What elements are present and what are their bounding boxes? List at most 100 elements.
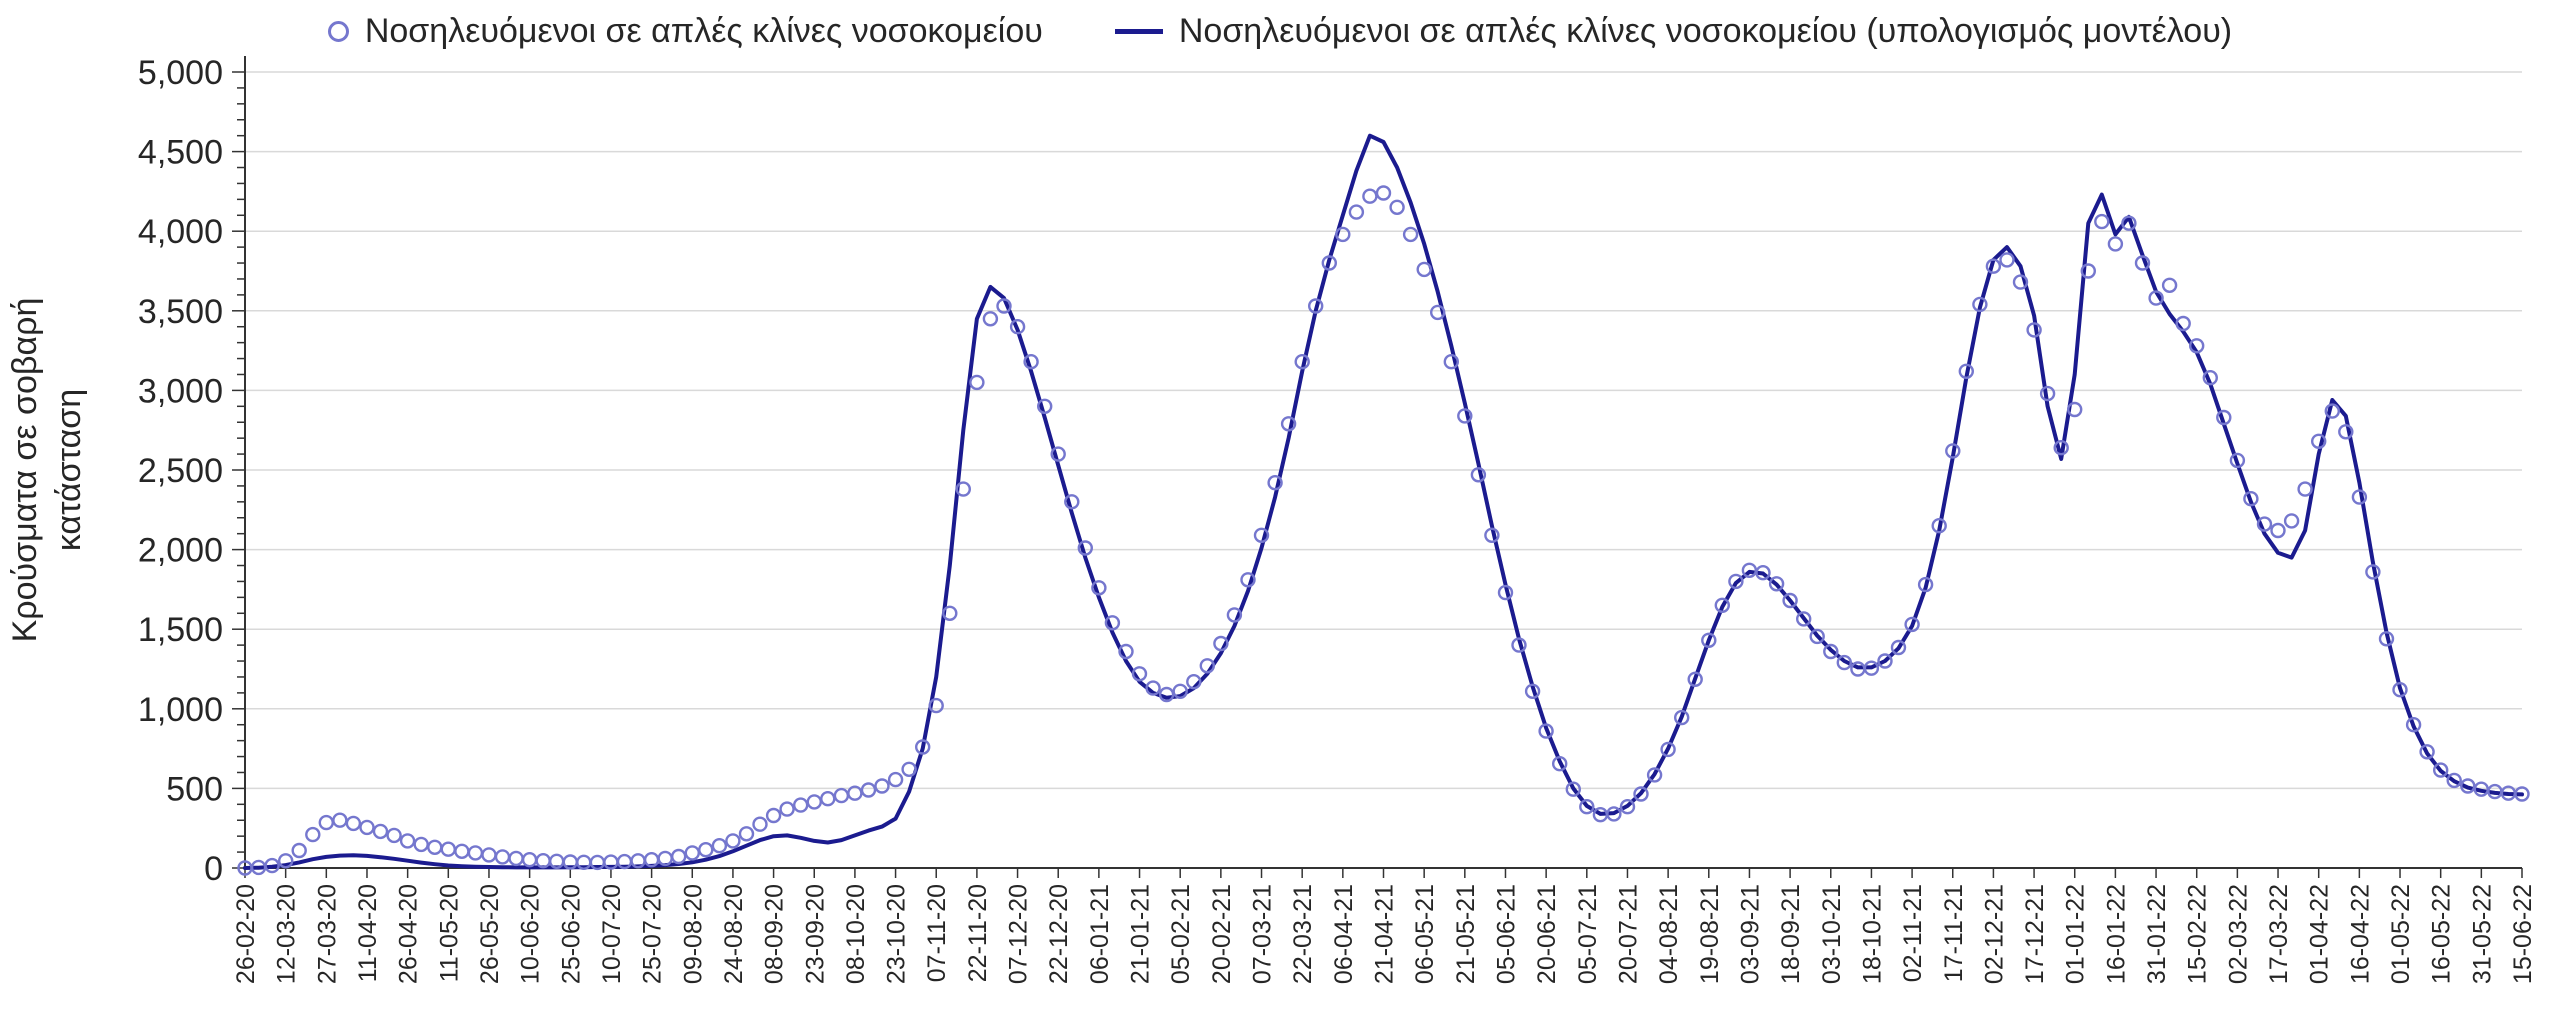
x-tick-label: 08-10-20 — [842, 884, 870, 984]
scatter-point — [1972, 296, 1988, 313]
scatter-point — [1402, 226, 1419, 243]
scatter-point — [1809, 628, 1825, 645]
scatter-point — [1375, 185, 1392, 201]
scatter-point — [291, 842, 307, 859]
scatter-point — [264, 857, 280, 874]
scatter-point — [2229, 452, 2246, 469]
scatter-point — [1714, 597, 1731, 613]
scatter-point — [1728, 573, 1744, 590]
scatter-point — [1348, 204, 1365, 220]
scatter-point — [1172, 683, 1188, 699]
scatter-point — [521, 852, 538, 868]
scatter-point — [847, 785, 863, 801]
scatter-point — [1321, 255, 1338, 271]
scatter-point — [305, 826, 321, 843]
scatter-point — [1186, 674, 1202, 690]
x-tick-label: 25-06-20 — [557, 884, 585, 984]
scatter-point — [1687, 671, 1703, 687]
scatter-point — [752, 816, 768, 832]
x-tick-label: 26-05-20 — [476, 884, 504, 984]
scatter-point — [2012, 274, 2029, 290]
scatter-point — [2202, 370, 2219, 386]
y-tick-label: 5,000 — [138, 54, 223, 92]
x-tick-label: 31-01-22 — [2143, 884, 2171, 984]
scatter-point — [1307, 298, 1324, 314]
x-tick-label: 17-03-22 — [2265, 884, 2293, 984]
scatter-point — [1118, 643, 1134, 660]
y-tick-label: 1,000 — [138, 691, 223, 729]
scatter-point — [1985, 258, 2002, 274]
x-tick-label: 06-05-21 — [1411, 884, 1439, 984]
x-tick-label: 27-03-20 — [313, 884, 341, 984]
y-tick-label: 1,500 — [138, 611, 223, 649]
x-tick-label: 25-07-20 — [639, 884, 667, 984]
scatter-point — [1199, 658, 1216, 674]
scatter-point — [1795, 611, 1812, 627]
scatter-point — [2446, 772, 2462, 789]
scatter-point — [1267, 475, 1283, 491]
y-axis-title: κατάσταση — [50, 389, 88, 551]
scatter-point — [2107, 236, 2124, 252]
scatter-point — [2270, 522, 2286, 539]
scatter-point — [806, 794, 822, 810]
scatter-point — [779, 801, 795, 817]
x-tick-label: 21-01-21 — [1127, 884, 1155, 984]
x-tick-label: 01-01-22 — [2062, 884, 2090, 984]
x-tick-label: 26-04-20 — [395, 884, 423, 984]
scatter-point — [1023, 354, 1039, 370]
scatter-point — [1429, 304, 1446, 321]
scatter-point — [2365, 564, 2381, 580]
scatter-point — [2310, 433, 2327, 449]
model-line — [243, 133, 2524, 870]
x-tick-label: 03-09-21 — [1736, 884, 1764, 984]
x-tick-label: 15-02-22 — [2184, 884, 2212, 984]
scatter-point — [860, 782, 877, 798]
scatter-point — [2419, 744, 2435, 760]
x-tick-label: 20-06-21 — [1533, 884, 1561, 984]
scatter-point — [1673, 709, 1690, 726]
scatter-point — [1579, 799, 1595, 815]
scatter-point — [1050, 446, 1066, 462]
scatter-point — [711, 838, 728, 854]
scatter-point — [1660, 741, 1676, 758]
scatter-point — [1782, 592, 1798, 609]
scatter-point — [2351, 489, 2368, 505]
x-tick-label: 11-04-20 — [354, 884, 382, 982]
scatter-point — [1158, 686, 1175, 703]
scatter-point — [955, 481, 971, 497]
scatter-point — [2243, 491, 2259, 507]
legend-item-model: Νοσηλευόμενοι σε απλές κλίνες νοσοκομείο… — [1114, 12, 2232, 51]
x-tick-label: 17-11-21 — [1940, 884, 1968, 982]
scatter-point — [982, 311, 999, 327]
scatter-point — [1823, 643, 1839, 660]
scatter-point — [399, 833, 416, 849]
scatter-point — [1145, 680, 1161, 696]
scatter-point — [467, 845, 484, 861]
scatter-point — [2514, 786, 2530, 802]
scatter-point — [1863, 660, 1880, 676]
scatter-point — [1551, 756, 1568, 772]
scatter-point — [1565, 781, 1582, 797]
x-tick-label: 19-08-21 — [1696, 884, 1724, 984]
x-tick-label: 01-04-22 — [2306, 884, 2334, 984]
scatter-point — [413, 836, 429, 853]
x-tick-label: 08-09-20 — [761, 884, 789, 984]
scatter-point — [1538, 723, 1554, 739]
line-marker-icon — [1114, 29, 1163, 34]
scatter-point — [1362, 188, 1378, 204]
scatter-point — [1497, 584, 1514, 601]
x-tick-label: 05-07-21 — [1574, 884, 1602, 984]
scatter-point — [915, 739, 931, 755]
scatter-point — [1701, 632, 1717, 648]
y-tick-label: 4,000 — [138, 213, 223, 251]
scatter-point — [1633, 786, 1649, 802]
scatter-point — [1253, 527, 1270, 543]
scatter-point — [2094, 213, 2110, 230]
scatter-point — [2175, 315, 2191, 332]
x-tick-label: 21-05-21 — [1452, 884, 1480, 984]
scatter-point — [2392, 682, 2408, 698]
scatter-point — [1416, 261, 1432, 278]
scatter-point — [2066, 401, 2083, 418]
